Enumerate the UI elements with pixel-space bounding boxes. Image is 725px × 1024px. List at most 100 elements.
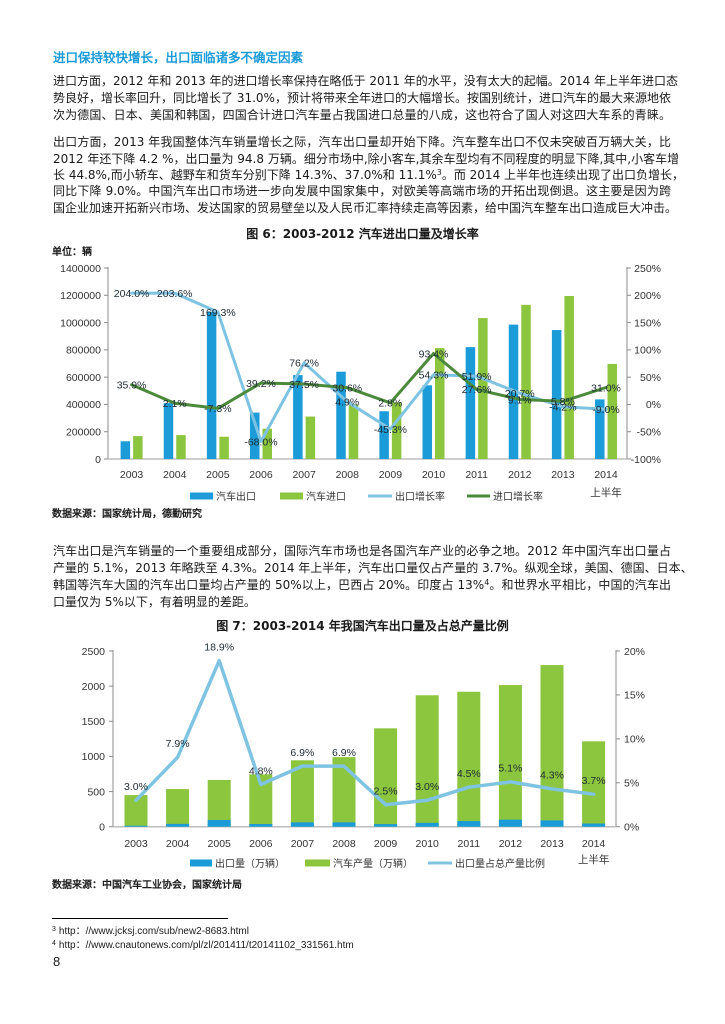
bar (415, 695, 439, 827)
x-axis-tick-label: 2010 (416, 838, 440, 850)
x-axis-tick-label: 2013 (540, 838, 564, 850)
data-label: 20.7% (505, 388, 535, 400)
bar (498, 819, 522, 827)
x-axis-tick-label: 2007 (291, 838, 315, 850)
bar (348, 404, 359, 459)
bar (219, 436, 229, 459)
line-text: 韩国等汽车大国的汽车出口量均占产量的 50%以上，巴西占 20%。印度占 13% (53, 577, 485, 592)
legend-label: 汽车出口 (216, 490, 256, 503)
right-axis-tick-label: 200% (634, 290, 661, 302)
data-label: 3.0% (415, 781, 439, 793)
page-number: 8 (53, 954, 61, 969)
data-label: 39.2% (246, 378, 276, 390)
footnote-number: 4 (52, 940, 56, 947)
x-axis-tick-label: 2004 (163, 469, 187, 481)
left-axis-tick-label: 800000 (66, 345, 101, 357)
right-axis-tick-label: 20% (624, 646, 645, 658)
x-axis-tick-label: 2014 (594, 469, 618, 481)
bar (595, 399, 605, 459)
legend: 出口量（万辆） 汽车产量（万辆） 出口量占总产量比例 (190, 857, 545, 870)
right-axis-tick-label: 0% (646, 399, 661, 411)
footnote-url: http：//www.cnautonews.com/pl/zl/201411/t… (58, 940, 354, 951)
right-axis-tick-label: -50% (636, 427, 661, 439)
bar (133, 436, 143, 459)
right-axis-tick-label: 250% (634, 263, 661, 275)
legend-label: 汽车进口 (306, 490, 346, 503)
footnote-ref-3: 3 (436, 168, 442, 177)
footnote-3: 3 http：//www.jcksj.com/sub/new2-8683.html (52, 925, 249, 939)
data-label: 2.5% (374, 786, 398, 798)
bar (336, 371, 346, 459)
right-axis-tick-label: 5% (624, 778, 639, 790)
paragraph-line: 2012 年还下降 4.2 %，出口量为 94.8 万辆。细分市场中,除小客车,… (53, 152, 680, 166)
right-axis-tick-label: 100% (634, 345, 661, 357)
data-labels: 204.0% 203.6% 169.3% -68.0% 76.2% 4.9% -45.3% 5… (114, 288, 621, 448)
left-axis-tick-label: 0 (99, 822, 105, 834)
legend-label: 出口量（万辆） (215, 857, 285, 870)
bars (120, 295, 618, 459)
bar (163, 403, 174, 459)
data-label: 3.0% (124, 781, 148, 793)
data-label: 203.6% (157, 288, 193, 300)
right-axis-tick-label: 15% (624, 690, 645, 702)
paragraph-line: 次为德国、日本、美国和韩国，四国合计进口汽车量占我国进口总量的八成，这也符合了国… (53, 107, 671, 122)
data-label: -4.2% (549, 402, 576, 414)
bar (124, 825, 148, 827)
bar (206, 311, 217, 459)
bar (540, 820, 564, 827)
x-axis-tick-label: 2004 (166, 838, 190, 850)
series-line (130, 291, 608, 443)
data-label: 2.1% (163, 398, 187, 410)
bar (207, 820, 231, 827)
line-text: 。和世界水平相比，中国的汽车出 (489, 577, 671, 592)
footnote-4: 4 http：//www.cnautonews.com/pl/zl/201411/… (52, 939, 354, 953)
bar (508, 324, 519, 459)
legend-label: 出口增长率 (395, 490, 445, 503)
bar (207, 779, 231, 827)
data-label: 76.2% (289, 358, 319, 370)
x-axis-tick-label: 2009 (374, 838, 398, 850)
bar (332, 757, 356, 827)
bar (262, 428, 272, 459)
left-axis-tick-label: 1200000 (60, 290, 101, 302)
bars (124, 665, 606, 827)
paragraph-line: 长 44.8%,而小轿车、越野车和货车分别下降 14.3%、37.0%和 11.… (53, 167, 684, 183)
data-label: -7.3% (204, 403, 231, 415)
bar (607, 363, 618, 459)
left-axis-tick-label: 600000 (66, 372, 101, 384)
x-axis-tick-label: 2008 (336, 469, 360, 481)
right-axis-tick-label: 50% (640, 372, 661, 384)
paragraph-line: 汽车出口是汽车销量的一个重要组成部分，国际汽车市场也是各国汽车产业的必争之地。2… (53, 543, 671, 558)
x-axis-tick-label: 2006 (249, 469, 273, 481)
paragraph-line: 进口方面，2012 年和 2013 年的进口增长率保持在略低于 2011 年的水… (53, 73, 679, 88)
data-label: 5.8% (551, 396, 575, 408)
bar (290, 822, 314, 827)
bar (540, 665, 564, 827)
data-label: 5.1% (498, 763, 522, 775)
data-label: 3.7% (582, 775, 606, 787)
paragraph-line: 产量的 5.1%，2013 年略跌至 4.3%。2014 年上半年，汽车出口量仅… (53, 560, 693, 575)
section-heading: 进口保持较快增长，出口面临诸多不确定因素 (53, 50, 304, 65)
bar (435, 348, 445, 459)
x-axis-tick-label: 上半年 (590, 486, 622, 499)
data-label: 169.3% (200, 307, 236, 319)
legend-label: 出口量占总产量比例 (455, 857, 545, 870)
left-axis-tick-label: 400000 (66, 399, 101, 411)
figure-6-source: 数据来源：国家统计局，德勤研究 (52, 509, 202, 520)
footnote-url: http：//www.jcksj.com/sub/new2-8683.html (58, 926, 249, 937)
bar (176, 435, 186, 459)
legend-label: 汽车产量（万辆） (333, 857, 413, 870)
data-label: 35.9% (117, 380, 147, 392)
lines (130, 291, 608, 443)
bar (521, 304, 531, 459)
footnote-number: 3 (52, 926, 56, 933)
data-label: 4.8% (249, 765, 273, 777)
data-label: 30.6% (332, 383, 362, 395)
paragraph-line: 出口方面，2013 年我国整体汽车销量增长之际，汽车出口量却开始下降。汽车整车出… (53, 135, 671, 149)
left-axis-tick-label: 1000000 (60, 317, 101, 329)
x-axis-tick-label: 上半年 (578, 853, 610, 866)
figure-6-title: 图 6：2003-2012 汽车进出口量及增长率 (246, 227, 479, 241)
data-label: 93.4% (419, 348, 449, 360)
x-axis-tick-label: 2006 (249, 838, 273, 850)
x-axis-tick-label: 2005 (208, 838, 232, 850)
